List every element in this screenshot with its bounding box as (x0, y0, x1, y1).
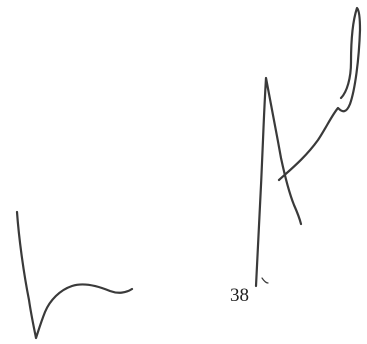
signature-stroke-left (15, 210, 134, 340)
signature-flourish (277, 6, 362, 182)
signature-tick (261, 277, 269, 284)
signature-stroke-right (254, 76, 303, 288)
page-number: 38 (230, 285, 249, 306)
